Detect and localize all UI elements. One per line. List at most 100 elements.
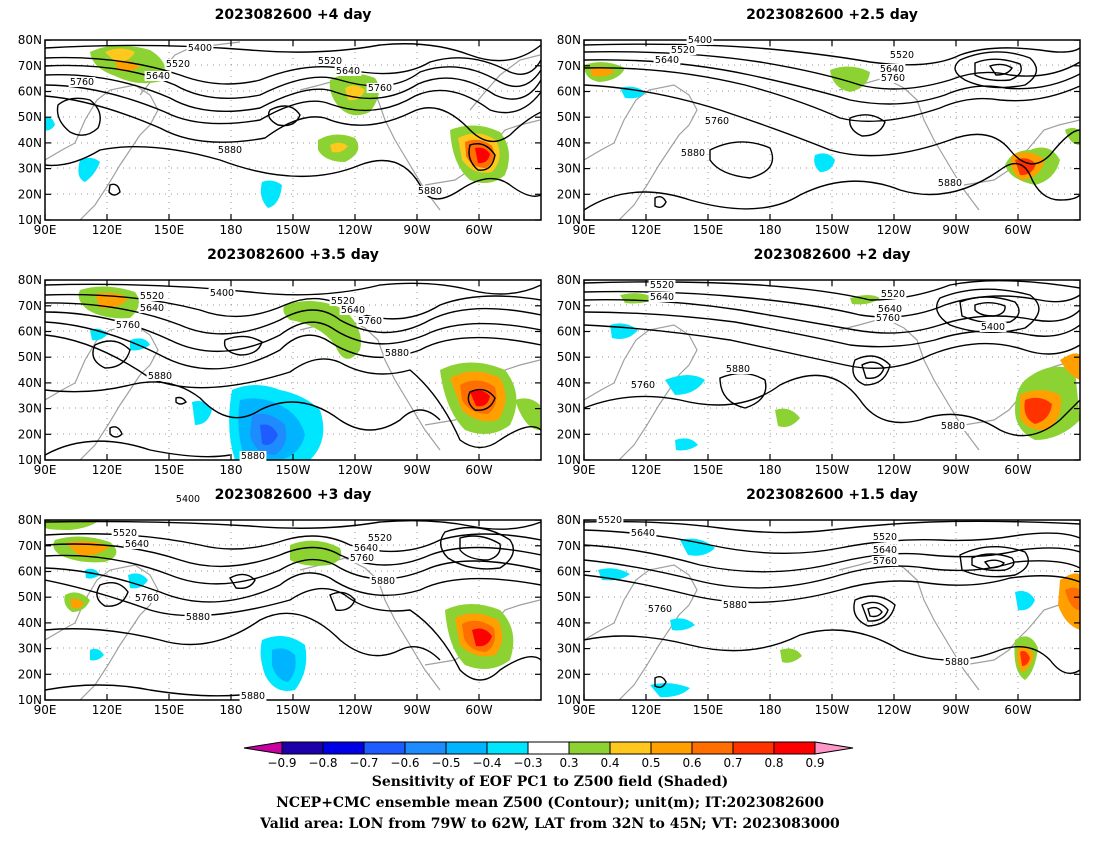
shading [45,45,509,208]
contour-label: 5760 [350,553,374,564]
contour-label: 5760 [873,556,897,567]
x-tick-label: 60W [465,703,492,717]
x-tick-label: 120W [877,703,912,717]
x-tick-label: 120W [338,703,373,717]
panel-4 [584,280,1080,460]
x-tick-label: 150E [154,463,185,477]
y-tick-label: 80N [557,513,581,527]
x-tick-label: 90E [573,703,596,717]
contour-label: 5640 [341,305,365,316]
y-tick-label: 50N [557,350,581,364]
x-tick-label: 90W [942,703,969,717]
contour-label: 5880 [148,371,172,382]
x-tick-label: 150W [815,703,850,717]
y-tick-label: 40N [18,136,42,150]
y-tick-label: 50N [18,110,42,124]
y-tick-label: 40N [557,376,581,390]
x-tick-label: 150W [276,703,311,717]
contour-label: 5880 [186,612,210,623]
y-tick-label: 70N [18,59,42,73]
colorbar-label: 0.3 [559,756,578,770]
contour-label: 5760 [631,380,655,391]
colorbar-box [609,741,652,755]
y-tick-label: 70N [557,299,581,313]
y-tick-label: 10N [18,213,42,227]
map-panels: 90E 120E 150E 180 150W 120W 90W 60W 10N 20N 30N 40N… [18,33,1081,717]
contours [584,520,1080,689]
y-tick-label: 30N [557,642,581,656]
x-tick-label: 60W [465,463,492,477]
contour-label: 5760 [116,320,140,331]
y-tick-label: 20N [557,667,581,681]
contour-label: 5880 [681,148,705,159]
panel-title-1: 2023082600 +4 day [214,7,372,23]
contour-label: 5760 [135,593,159,604]
y-tick-label: 30N [18,162,42,176]
panel-title-4: 2023082600 +2 day [753,247,911,263]
contour-label: 5880 [726,364,750,375]
y-tick-label: 10N [557,693,581,707]
x-tick-label: 90E [34,703,57,717]
caption-line-2: NCEP+CMC ensemble mean Z500 (Contour); u… [276,795,824,811]
y-tick-label: 80N [557,273,581,287]
x-tick-label: 90E [573,223,596,237]
panel-title-5: 2023082600 +3 day [214,487,372,503]
contour-label: 5520 [873,532,897,543]
y-tick-label: 10N [557,453,581,467]
contour-label: 5640 [336,66,360,77]
y-tick-label: 10N [18,453,42,467]
contours [45,282,541,458]
x-tick-label: 120E [631,223,662,237]
contours [584,43,1080,211]
y-tick-label: 60N [557,565,581,579]
colorbar-label: −0.6 [390,756,419,770]
contour-label: 5640 [354,543,378,554]
colorbar-box [445,741,488,755]
colorbar-label: −0.9 [267,756,296,770]
colorbar-box [486,741,529,755]
panel-1 [45,40,541,220]
y-tick-label: 60N [557,85,581,99]
x-tick-label: 150W [276,463,311,477]
shading [584,62,1080,185]
contour-label: 5640 [880,64,904,75]
y-tick-label: 60N [18,85,42,99]
x-tick-label: 180 [759,223,782,237]
contour-label: 5760 [876,313,900,324]
contour-label: 5400 [981,322,1005,333]
x-tick-label: 120E [92,703,123,717]
contour-label: 5880 [941,421,965,432]
x-tick-label: 90W [942,223,969,237]
contour-label: 5520 [650,280,674,291]
contour-label: 5640 [878,304,902,315]
y-tick-label: 80N [18,513,42,527]
y-tick-label: 40N [557,616,581,630]
x-tick-label: 150W [815,463,850,477]
x-tick-label: 90E [573,463,596,477]
panel-6 [584,520,1080,700]
x-tick-label: 180 [759,463,782,477]
contours [45,520,541,697]
x-tick-label: 120E [92,223,123,237]
contour-label: 5520 [113,528,137,539]
contour-label: 5880 [418,186,442,197]
y-tick-label: 40N [18,616,42,630]
x-tick-label: 90W [403,703,430,717]
colorbar-label: −0.3 [513,756,542,770]
contour-label: 5760 [358,316,382,327]
x-tick-label: 120E [92,463,123,477]
y-tick-label: 20N [18,667,42,681]
contour-labels: 5400552056405760588055205640576058805400… [68,35,1007,702]
x-tick-label: 60W [1004,703,1031,717]
colorbar-under-arrow [243,741,283,755]
panel-3 [45,280,541,460]
contour-label: 5640 [650,292,674,303]
x-tick-label: 150E [693,463,724,477]
contour-label: 5760 [70,77,94,88]
contour-label: 5880 [371,576,395,587]
colorbar-box [322,741,365,755]
colorbar-box [527,741,570,755]
x-tick-label: 180 [220,463,243,477]
colorbar-label: 0.4 [600,756,619,770]
y-tick-label: 20N [18,187,42,201]
